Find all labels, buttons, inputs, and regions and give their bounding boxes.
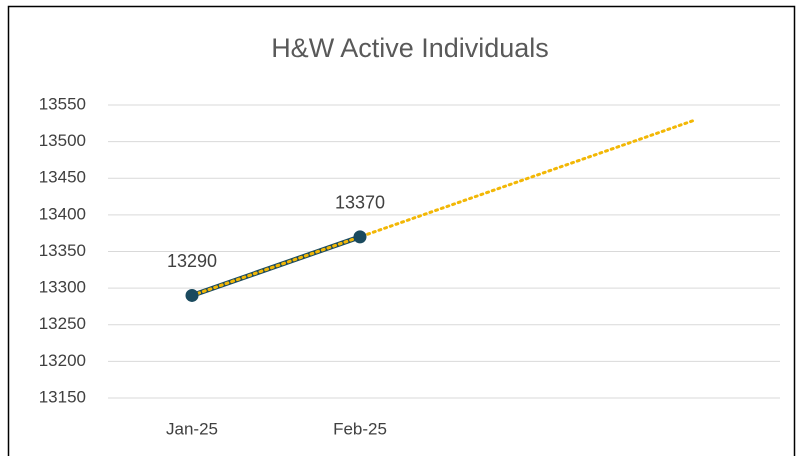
y-tick-label: 13150 [39, 387, 86, 406]
chart-border [7, 5, 796, 456]
data-label: 13290 [167, 251, 217, 271]
x-tick-label: Jan-25 [166, 419, 218, 438]
y-tick-label: 13200 [39, 351, 86, 370]
y-tick-label: 13400 [39, 204, 86, 223]
y-tick-label: 13500 [39, 131, 86, 150]
data-point [185, 288, 199, 302]
y-tick-label: 13350 [39, 241, 86, 260]
trendline [190, 118, 698, 297]
y-tick-label: 13250 [39, 314, 86, 333]
y-tick-label: 13550 [39, 94, 86, 113]
y-tick-label: 13450 [39, 168, 86, 187]
chart-title: H&W Active Individuals [271, 33, 549, 63]
data-label: 13370 [335, 193, 385, 213]
x-tick-label: Feb-25 [333, 419, 387, 438]
y-tick-label: 13300 [39, 278, 86, 297]
data-point [353, 230, 367, 244]
